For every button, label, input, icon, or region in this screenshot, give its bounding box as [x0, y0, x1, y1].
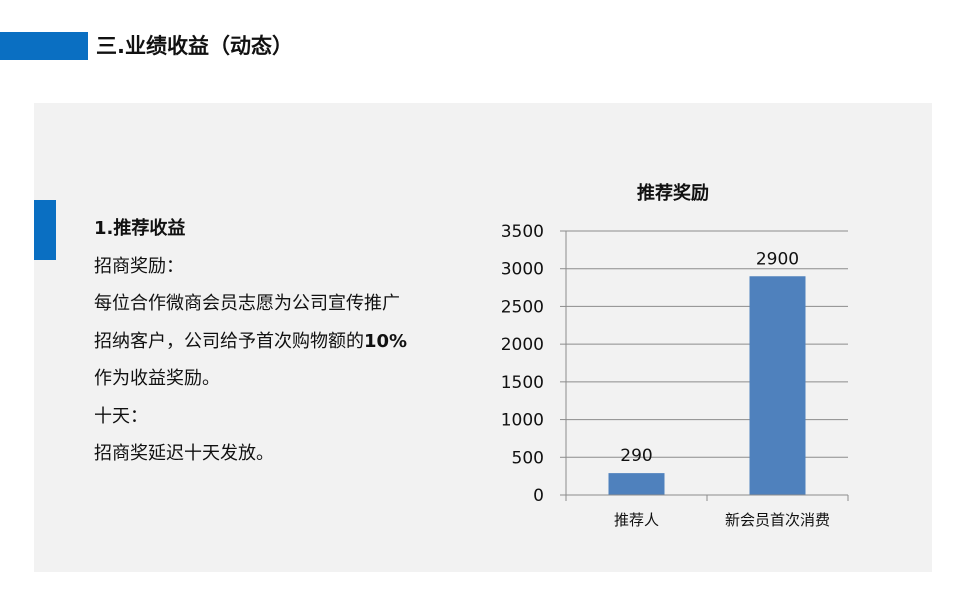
chart-bars: 290 2900 — [608, 249, 806, 495]
data-label: 290 — [620, 446, 652, 466]
y-tick-label: 0 — [533, 486, 544, 506]
text-line-2-content: 每位合作微商会员志愿为公司宣传推广 — [94, 293, 400, 314]
x-tick-label: 推荐人 — [614, 511, 659, 529]
text-line-1: 招商奖励： — [94, 248, 474, 286]
data-label: 2900 — [756, 249, 799, 269]
text-line-5: 十天： — [94, 398, 474, 436]
y-tick-label: 500 — [512, 448, 544, 468]
text-line-3: 招纳客户，公司给予首次购物额的10% — [94, 323, 474, 361]
chart-grid — [566, 230, 848, 458]
text-line-2: 每位合作微商会员志愿为公司宣传推广 — [94, 285, 474, 323]
x-axis: 推荐人 新会员首次消费 — [565, 494, 849, 529]
title-accent-bar — [0, 32, 88, 60]
section-heading: 1.推荐收益 — [94, 218, 186, 239]
y-tick-label: 3500 — [501, 222, 544, 242]
y-tick-label: 1000 — [501, 411, 544, 431]
text-line-4: 作为收益奖励。 — [94, 360, 474, 398]
page-title: 三.业绩收益（动态） — [96, 34, 293, 58]
y-axis: 0 500 1000 1500 2000 2500 3000 3500 — [501, 222, 567, 506]
text-line-1-content: 招商奖励： — [94, 255, 184, 277]
y-tick-label: 2500 — [501, 297, 544, 317]
y-tick-label: 1500 — [501, 373, 544, 393]
text-line-4-content: 作为收益奖励。 — [94, 368, 220, 389]
text-line-3-content: 招纳客户，公司给予首次购物额的 — [94, 330, 364, 352]
y-tick-label: 3000 — [501, 260, 544, 280]
text-line-6: 招商奖延迟十天发放。 — [94, 435, 474, 473]
section-accent-bar — [34, 200, 56, 260]
percent-highlight: 10% — [364, 330, 408, 352]
bar — [749, 276, 806, 495]
text-line-6-content: 招商奖延迟十天发放。 — [94, 443, 274, 464]
bar — [608, 473, 665, 495]
text-line-5-content: 十天： — [94, 405, 148, 427]
chart-title: 推荐奖励 — [637, 182, 709, 204]
section-text: 1.推荐收益 招商奖励： 每位合作微商会员志愿为公司宣传推广 招纳客户，公司给予… — [94, 210, 474, 473]
y-tick-label: 2000 — [501, 335, 544, 355]
x-tick-label: 新会员首次消费 — [725, 511, 830, 529]
